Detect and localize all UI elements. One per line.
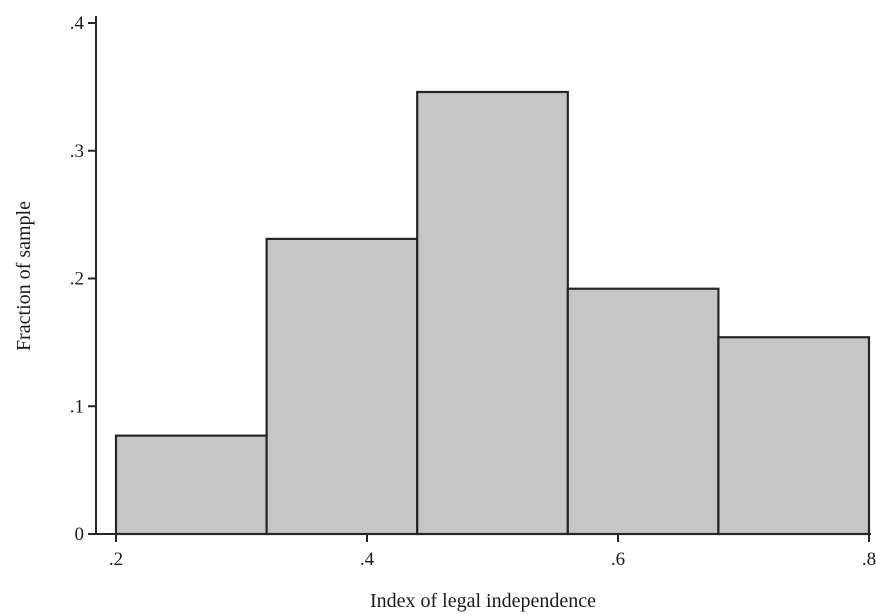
histogram-bar-2 — [265, 237, 419, 536]
x-axis-title: Index of legal independence — [370, 590, 596, 612]
y-tick-label: .3 — [70, 141, 84, 162]
x-tick-label: .6 — [611, 549, 625, 570]
x-ticks: .2 .4 .6 .8 — [109, 534, 876, 570]
y-tick-label: 0 — [75, 524, 85, 545]
y-tick-label: .4 — [70, 13, 85, 34]
histogram-bar-5 — [717, 336, 871, 536]
y-tick-label: .2 — [70, 269, 84, 290]
histogram-bar-3 — [416, 90, 569, 536]
x-tick-label: .8 — [862, 549, 876, 570]
y-axis-title: Fraction of sample — [13, 201, 35, 351]
axes-layer — [95, 16, 871, 535]
y-tick-label: .1 — [70, 396, 84, 417]
x-tick-label: .2 — [109, 549, 123, 570]
x-tick-label: .4 — [360, 549, 375, 570]
histogram-bar-4 — [566, 287, 720, 536]
bars-layer — [114, 90, 871, 536]
y-ticks: 0 .1 .2 .3 .4 — [70, 13, 96, 545]
histogram-bar-1 — [114, 434, 268, 536]
